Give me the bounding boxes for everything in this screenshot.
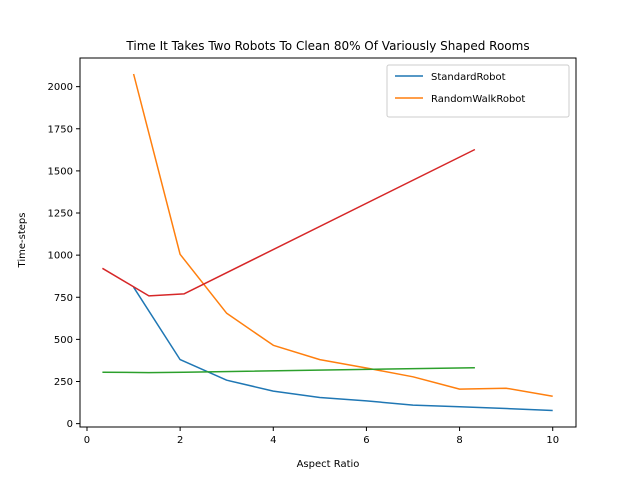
y-tick-label-3: 750 xyxy=(54,293,73,304)
y-axis: 0 250 500 750 1000 1250 1500 1750 2000 xyxy=(48,82,80,430)
x-tick-label-4: 8 xyxy=(456,435,462,446)
series-line-2 xyxy=(102,366,475,374)
series-layer xyxy=(102,73,553,412)
y-tick-label-2: 500 xyxy=(54,335,73,346)
y-tick-label-4: 1000 xyxy=(48,251,73,262)
x-tick-label-2: 4 xyxy=(270,435,276,446)
x-axis-title: Aspect Ratio xyxy=(297,459,360,470)
y-tick-label-8: 2000 xyxy=(48,82,73,93)
x-tick-label-0: 0 xyxy=(84,435,90,446)
y-tick-label-1: 250 xyxy=(54,377,73,388)
chart-title: Time It Takes Two Robots To Clean 80% Of… xyxy=(125,39,529,53)
series-line-0 xyxy=(132,286,553,412)
y-tick-label-7: 1750 xyxy=(48,124,73,135)
legend: StandardRobot RandomWalkRobot xyxy=(386,64,570,118)
series-line-1 xyxy=(132,73,553,398)
x-axis: 0 2 4 6 8 10 xyxy=(84,427,559,446)
x-tick-label-5: 10 xyxy=(546,435,559,446)
x-tick-label-1: 2 xyxy=(177,435,183,446)
legend-label-1: RandomWalkRobot xyxy=(431,94,525,105)
y-tick-label-0: 0 xyxy=(67,419,73,430)
x-tick-label-3: 6 xyxy=(363,435,369,446)
legend-label-0: StandardRobot xyxy=(431,72,506,83)
plot-frame xyxy=(79,57,577,428)
series-line-3 xyxy=(102,148,476,297)
y-tick-label-5: 1250 xyxy=(48,209,73,220)
y-axis-title: Time-steps xyxy=(17,213,28,269)
y-tick-label-6: 1500 xyxy=(48,166,73,177)
legend-box xyxy=(386,64,570,118)
